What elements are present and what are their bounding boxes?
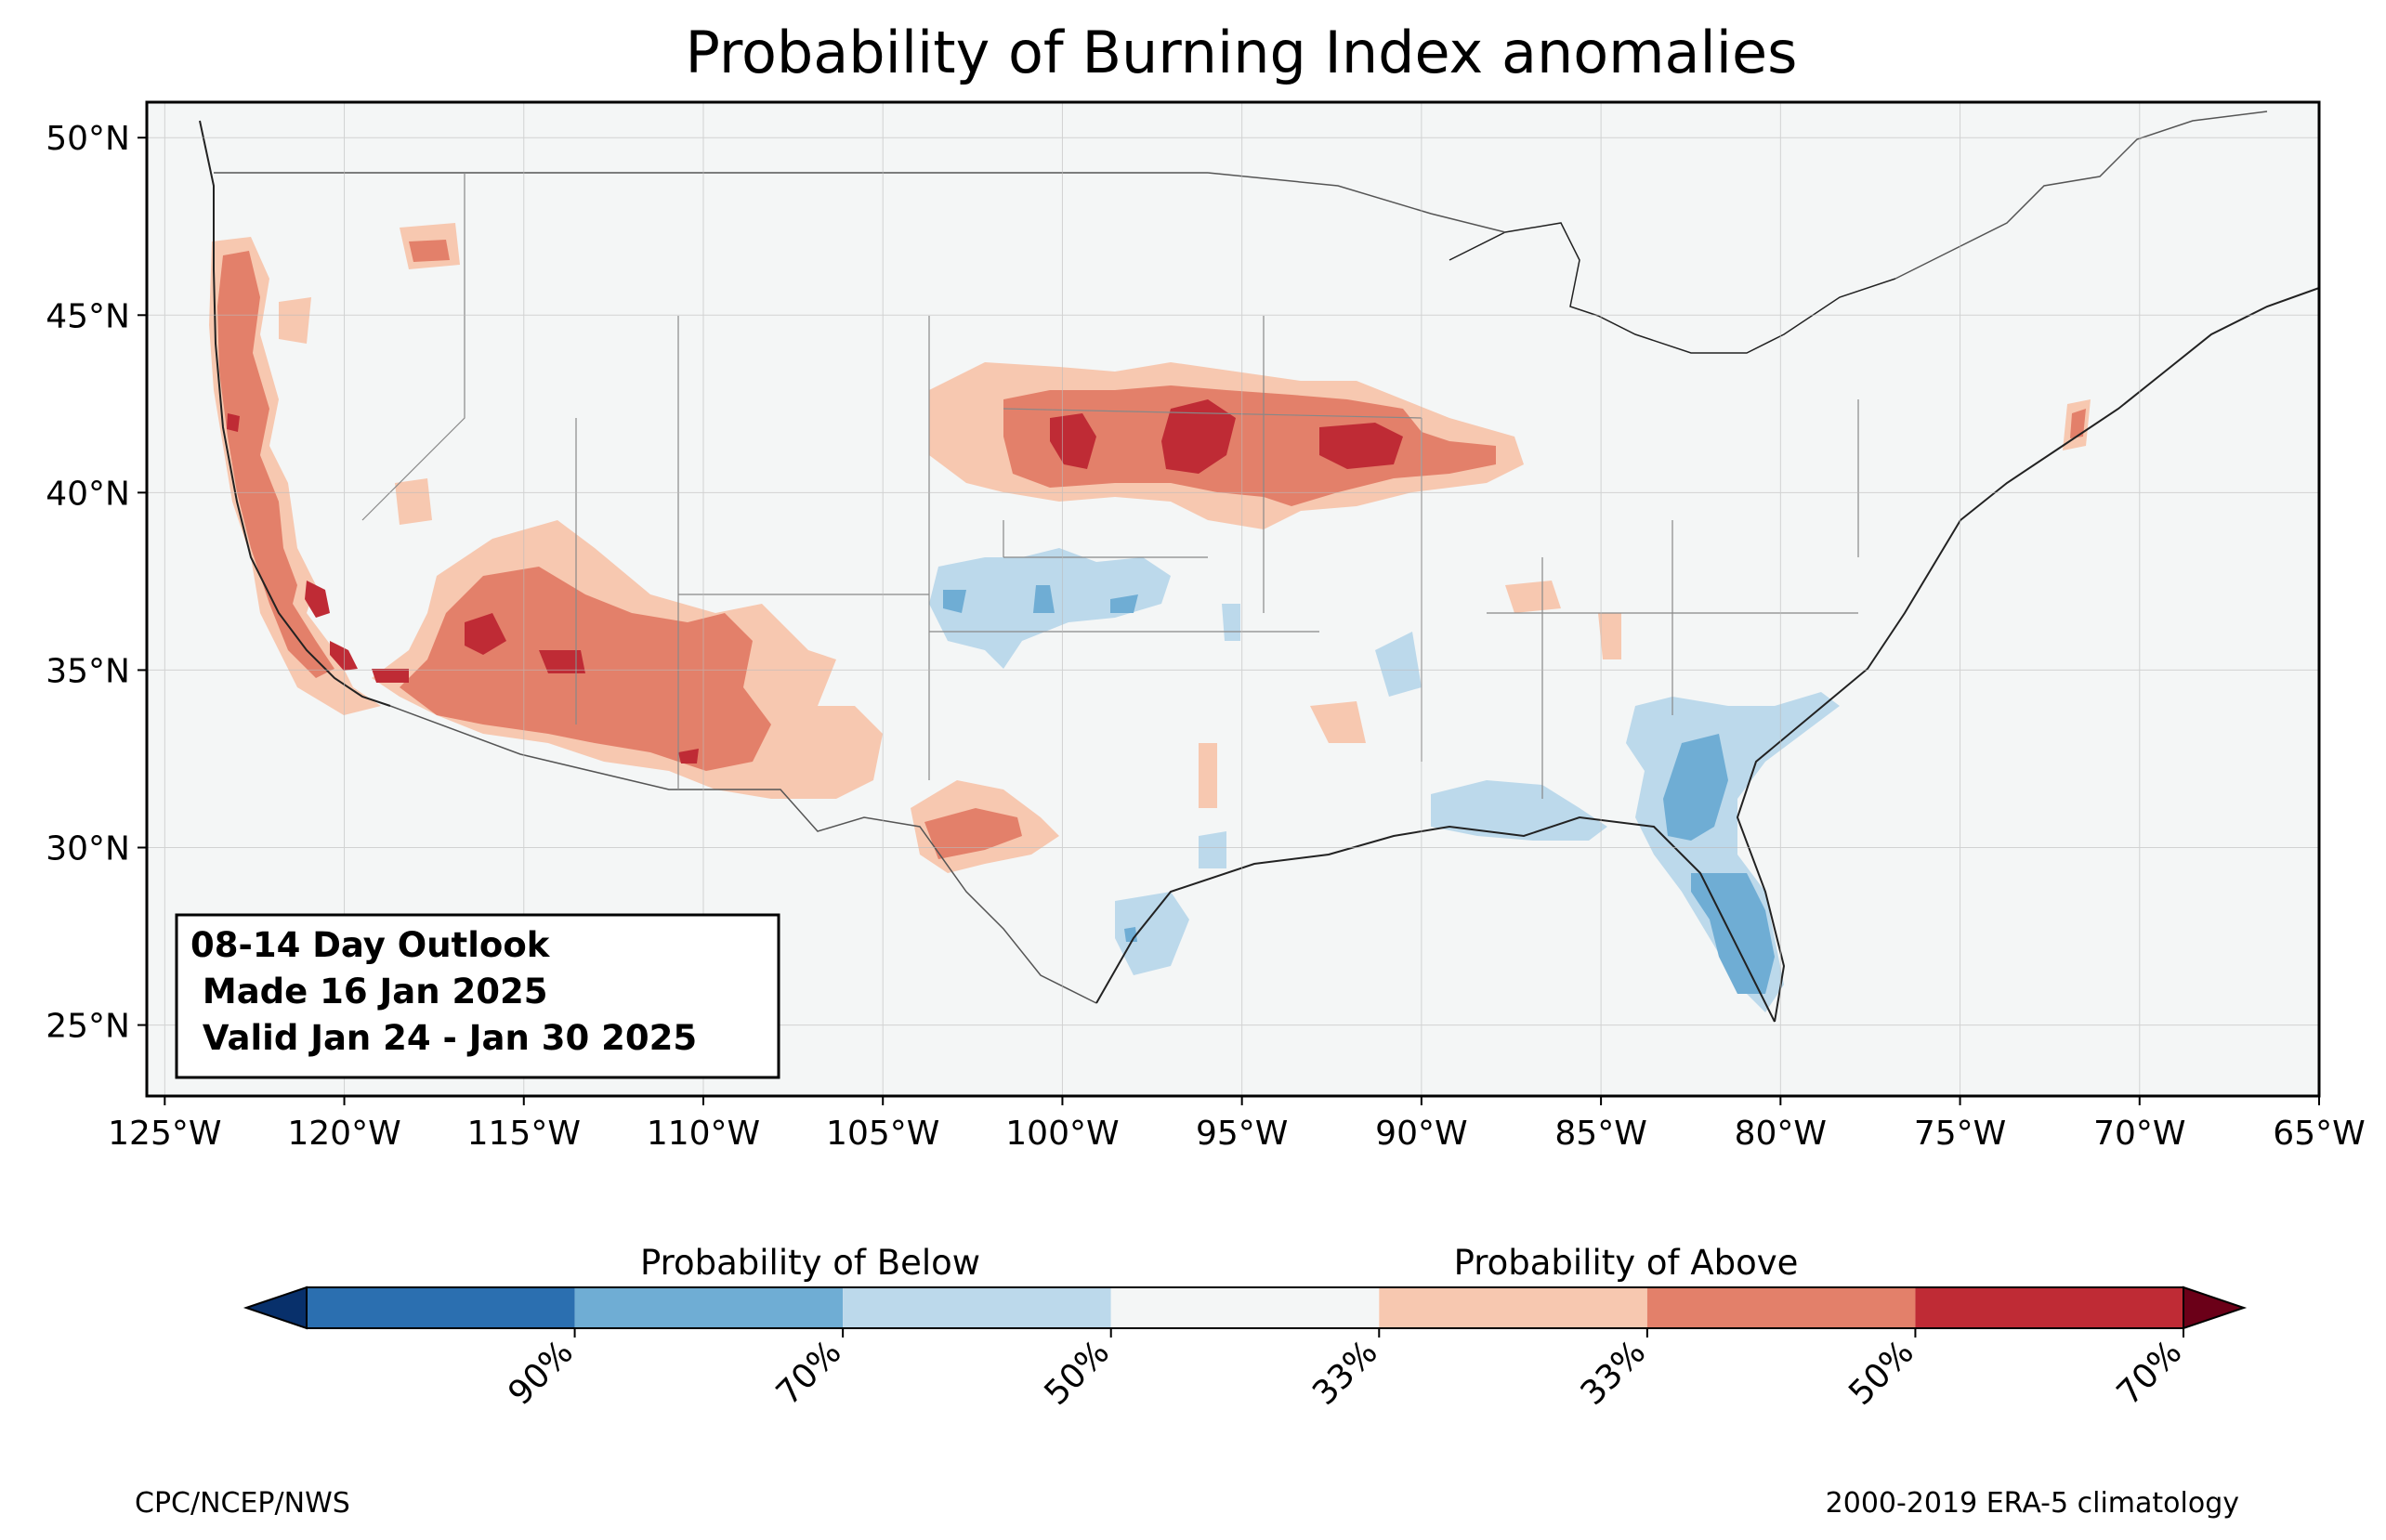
above-50-westcoast: [217, 251, 334, 678]
above-50-plains: [1003, 385, 1496, 506]
above-70-westcoast-b: [305, 581, 330, 618]
colorbar-segment: [1110, 1287, 1380, 1328]
above-70-plains-a: [1050, 413, 1096, 469]
colorbar-segment: [843, 1287, 1111, 1328]
outlook-valid-range: Valid Jan 24 - Jan 30 2025: [190, 1018, 697, 1058]
map-title: Probability of Burning Index anomalies: [686, 19, 1798, 86]
colorbar-outline: [306, 1286, 2184, 1329]
colorbar-tick-label: 33%: [1574, 1333, 1654, 1413]
lon-tick-label: 100°W: [1005, 1115, 1119, 1153]
below-50-texas-coast: [1124, 927, 1137, 942]
below-normal-regions: [929, 548, 1840, 1012]
lon-tick-label: 85°W: [1554, 1115, 1646, 1153]
lat-tick-label: 35°N: [46, 652, 130, 690]
below-33-mississippi: [1375, 632, 1422, 697]
above-70-plains-b: [1161, 399, 1236, 474]
above-70-southwest-b: [539, 650, 585, 673]
border-mexico: [389, 705, 1097, 1004]
lat-tick-label: 45°N: [46, 297, 130, 335]
lon-tick-label: 125°W: [108, 1115, 221, 1153]
colorbar-tick-label: 50%: [1038, 1333, 1118, 1413]
above-70-westcoast-c: [330, 641, 358, 671]
above-50-texas: [924, 808, 1022, 859]
below-50-central-b: [1033, 585, 1055, 613]
above-70-southwest-a: [465, 613, 506, 655]
colorbar-below-label: Probability of Below: [640, 1243, 980, 1283]
colorbar-segment: [1379, 1287, 1647, 1328]
above-normal-regions: [209, 223, 2091, 873]
colorbar-tick-label: 90%: [2378, 1333, 2386, 1413]
colorbar-segment: [1915, 1287, 2183, 1328]
lon-tick-label: 110°W: [647, 1115, 760, 1153]
above-33-south-a: [1310, 701, 1366, 743]
below-50-florida: [1691, 873, 1775, 994]
outlook-made-date: Made 16 Jan 2025: [190, 972, 547, 1011]
coastline-gulf: [1095, 816, 1776, 1023]
colorbar-arrow-left: [243, 1286, 308, 1330]
great-lakes: [1449, 222, 1896, 354]
lon-tick-label: 70°W: [2093, 1115, 2185, 1153]
above-70-southwest-d: [372, 669, 409, 683]
above-33-south-c: [1598, 613, 1621, 659]
outlook-period: 08-14 Day Outlook: [190, 925, 551, 965]
lat-tick-label: 30°N: [46, 830, 130, 868]
colorbar-tick-label: 70%: [769, 1333, 849, 1413]
colorbar-tick-label: 50%: [1842, 1333, 1921, 1413]
lon-tick-label: 105°W: [826, 1115, 939, 1153]
latitude-labels: 50°N 45°N 40°N 35°N 30°N 25°N: [46, 120, 147, 1046]
below-50-central-a: [943, 590, 966, 613]
lat-tick-label: 25°N: [46, 1008, 130, 1046]
lon-tick-label: 95°W: [1196, 1115, 1288, 1153]
colorbar-segment: [1646, 1287, 1916, 1328]
longitude-labels: 125°W 120°W 115°W 110°W 105°W 100°W 95°W 90°W 85…: [108, 1096, 2366, 1153]
colorbar: Probability of Below Probability of Abov…: [243, 1243, 2386, 1413]
colorbar-tick-label: 70%: [2110, 1333, 2190, 1413]
below-33-texas-b: [1199, 831, 1226, 868]
above-33-idaho: [279, 297, 311, 344]
colorbar-tick-label: 90%: [501, 1333, 581, 1413]
gridlines: [147, 102, 2319, 1096]
coastline-east: [1736, 287, 2320, 1023]
lon-tick-label: 120°W: [287, 1115, 400, 1153]
colorbar-arrow-right: [2183, 1286, 2248, 1330]
below-50-central-c: [1110, 594, 1138, 613]
lon-tick-label: 65°W: [2273, 1115, 2365, 1153]
below-33-oklahoma: [1222, 604, 1240, 641]
below-33-gulf: [1431, 780, 1607, 841]
above-50-nw-small: [409, 240, 450, 262]
above-33-nevada: [395, 478, 432, 525]
below-50-southeast: [1663, 734, 1728, 841]
lat-tick-label: 40°N: [46, 475, 130, 513]
colorbar-above-label: Probability of Above: [1454, 1243, 1799, 1283]
above-70-westcoast-a: [227, 413, 240, 432]
coastline-west: [199, 120, 391, 707]
lon-tick-label: 75°W: [1914, 1115, 2006, 1153]
below-33-texas-coast: [1115, 892, 1189, 975]
map-frame: [145, 100, 2321, 1098]
lon-tick-label: 90°W: [1375, 1115, 1467, 1153]
above-70-plains-c: [1319, 423, 1403, 469]
colorbar-segment: [574, 1287, 844, 1328]
lon-tick-label: 80°W: [1735, 1115, 1827, 1153]
outlook-info-box: 08-14 Day Outlook Made 16 Jan 2025 Valid…: [175, 913, 780, 1079]
above-70-southwest-c: [678, 749, 699, 763]
footer-source: CPC/NCEP/NWS: [135, 1487, 350, 1520]
above-33-texas-b: [1199, 743, 1217, 808]
above-50-ne: [2070, 409, 2086, 438]
lon-tick-label: 115°W: [467, 1115, 581, 1153]
footer-climatology: 2000-2019 ERA-5 climatology: [1826, 1487, 2239, 1520]
above-33-south-b: [1505, 581, 1561, 613]
lat-tick-label: 50°N: [46, 120, 130, 158]
colorbar-tick-label: 33%: [1305, 1333, 1385, 1413]
colorbar-segment: [307, 1287, 575, 1328]
